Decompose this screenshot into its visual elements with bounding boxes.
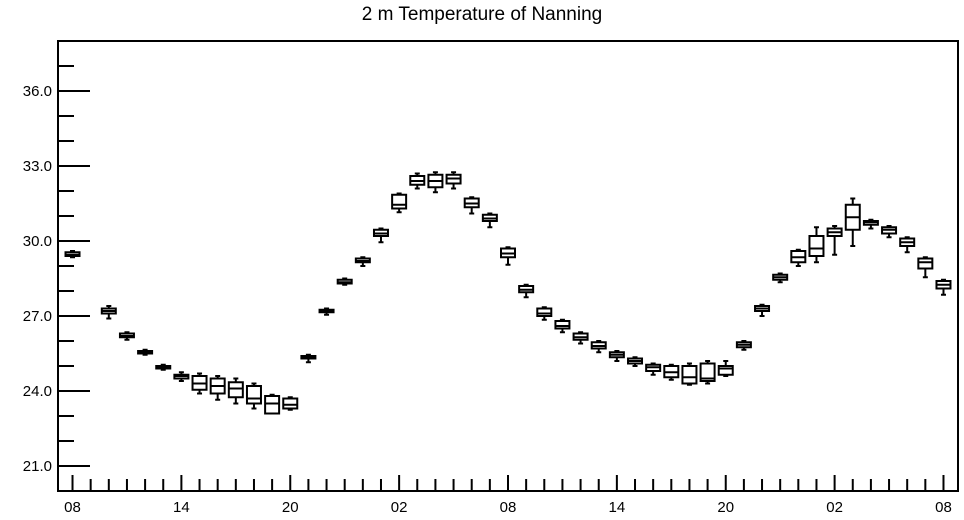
box-plot-item [627, 356, 644, 367]
box-plot-item [209, 375, 226, 401]
box-plot-item [826, 225, 843, 256]
chart-title: 2 m Temperature of Nanning [361, 4, 603, 25]
x-tick-label: 20 [282, 499, 299, 516]
y-tick-label: 33.0 [23, 158, 52, 175]
x-tick-label: 02 [391, 499, 408, 516]
box-plot-item [899, 236, 916, 254]
y-tick-label: 27.0 [23, 308, 52, 325]
box-iqr [264, 395, 281, 415]
box-plot-item [663, 363, 680, 381]
box-iqr [536, 307, 553, 317]
box-series [64, 171, 952, 415]
box-plot-item [372, 227, 389, 244]
box-plot-item [227, 377, 244, 405]
box-plot-item [717, 360, 734, 377]
box-plot-item [445, 171, 462, 190]
box-plot-item [772, 272, 789, 284]
y-axis: 21.0 24.0 27.0 30.0 33.0 36.0 [23, 40, 90, 492]
box-plot-item [790, 248, 807, 267]
box-plot-item [100, 305, 117, 320]
box-iqr [282, 397, 299, 410]
box-plot-item [245, 382, 262, 410]
box-plot-item [935, 278, 952, 296]
box-plot-item [137, 348, 154, 356]
box-plot-item [735, 340, 752, 351]
box-plot-item [536, 306, 553, 321]
box-iqr [227, 381, 244, 399]
box-plot-item [754, 303, 771, 317]
plot-frame [57, 40, 959, 492]
box-iqr [717, 365, 734, 376]
box-plot-item [572, 331, 589, 345]
x-tick-label: 02 [826, 499, 843, 516]
y-tick-label: 36.0 [23, 83, 52, 100]
box-plot-item [318, 307, 335, 316]
box-plot-item [699, 360, 716, 385]
x-tick-label: 14 [173, 499, 190, 516]
box-plot-item [881, 225, 898, 239]
box-plot-item [500, 246, 516, 266]
box-iqr [391, 193, 408, 210]
box-plot-item [427, 171, 444, 194]
box-plot-item [844, 197, 861, 247]
box-iqr [554, 320, 571, 330]
box-plot-item [645, 362, 662, 376]
box-iqr [808, 235, 825, 257]
box-plot-item [282, 396, 299, 411]
box-plot-item [191, 372, 208, 395]
box-plot-item [608, 350, 625, 362]
box-plot-item [264, 393, 281, 415]
box-plot-item [155, 363, 172, 371]
box-plot-item [481, 212, 498, 229]
box-plot-item [336, 277, 353, 286]
x-tick-label: 08 [500, 499, 517, 516]
box-plot-item [862, 218, 879, 230]
box-iqr [681, 365, 698, 385]
box-plot-item [518, 283, 535, 299]
box-iqr [699, 362, 716, 382]
x-tick-label: 14 [609, 499, 626, 516]
x-tick-label: 08 [935, 499, 952, 516]
y-tick-label: 30.0 [23, 233, 52, 250]
x-tick-label: 08 [64, 499, 81, 516]
box-plot-item [554, 318, 571, 334]
box-plot-item [173, 371, 190, 382]
box-plot-item [409, 172, 426, 190]
box-iqr [245, 385, 262, 405]
box-plot-item [300, 353, 317, 364]
y-tick-label: 24.0 [23, 383, 52, 400]
box-plot-item [917, 256, 934, 279]
box-plot-item [808, 226, 825, 264]
box-plot-item [118, 331, 135, 341]
box-plot-item [590, 340, 607, 354]
box-plot-item [681, 362, 698, 386]
y-tick-label: 21.0 [23, 458, 52, 475]
box-iqr [917, 257, 934, 270]
box-plot-item [391, 192, 408, 214]
box-plot-item [64, 250, 81, 259]
box-plot-item [354, 256, 371, 267]
x-tick-label: 20 [717, 499, 734, 516]
x-axis: 08 14 20 02 08 14 20 02 08 [64, 475, 952, 516]
box-plot-item [463, 196, 480, 215]
